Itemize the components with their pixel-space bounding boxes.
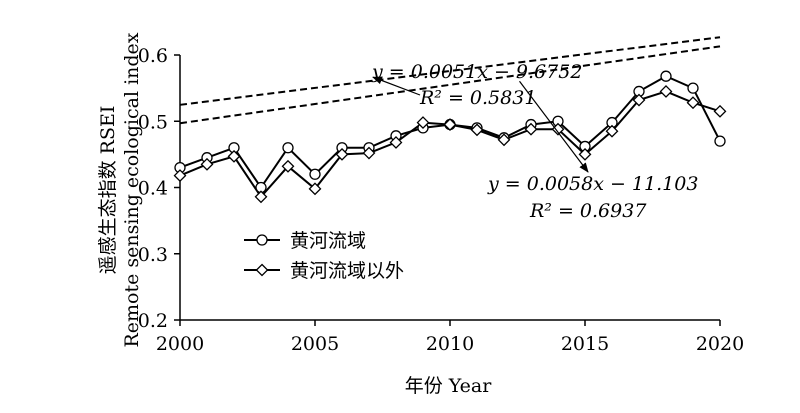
data-point-series-2 bbox=[524, 122, 538, 136]
data-point-series-1 bbox=[687, 82, 699, 94]
y-tick-label: 0.2 bbox=[138, 310, 168, 332]
y-tick-label: 0.5 bbox=[138, 111, 168, 133]
data-point-series-2 bbox=[308, 182, 322, 196]
data-point-series-2 bbox=[281, 159, 295, 173]
x-tick-label: 2000 bbox=[156, 333, 204, 355]
data-point-series-2 bbox=[686, 96, 700, 110]
data-point-series-2 bbox=[497, 133, 511, 147]
data-point-series-1 bbox=[309, 168, 321, 180]
data-point-series-2 bbox=[605, 124, 619, 138]
data-point-series-2 bbox=[254, 190, 268, 204]
trend-r2-2: R² = 0.6937 bbox=[529, 200, 647, 222]
data-point-series-2 bbox=[713, 104, 727, 118]
x-axis-title: 年份 Year bbox=[405, 375, 493, 397]
trend-arrow-1 bbox=[372, 76, 421, 96]
data-point-series-2 bbox=[416, 116, 430, 129]
data-point-series-2 bbox=[335, 147, 349, 161]
x-tick-label: 2005 bbox=[291, 333, 339, 355]
data-point-series-2 bbox=[362, 146, 376, 160]
y-tick-label: 0.3 bbox=[138, 244, 168, 266]
trend-equation-1: y = 0.0051x − 9.6752 bbox=[371, 61, 582, 83]
trend-equation-2: y = 0.0058x − 11.103 bbox=[487, 173, 698, 195]
trend-line-2 bbox=[179, 45, 721, 125]
data-point-series-2 bbox=[173, 169, 187, 182]
legend-label-1: 黄河流域 bbox=[290, 230, 366, 252]
data-point-series-2 bbox=[470, 123, 484, 137]
y-tick-label: 0.4 bbox=[138, 178, 168, 200]
data-point-series-1 bbox=[282, 142, 294, 154]
data-point-series-1 bbox=[660, 70, 672, 82]
data-point-series-2 bbox=[200, 157, 214, 171]
y-tick-label: 0.6 bbox=[138, 45, 168, 67]
x-tick-label: 2010 bbox=[426, 333, 474, 355]
data-point-series-2 bbox=[632, 93, 646, 107]
data-point-series-2 bbox=[227, 149, 241, 163]
data-point-series-2 bbox=[389, 136, 403, 149]
annotations: y = 0.0051x − 9.6752 R² = 0.5831 y = 0.005… bbox=[371, 61, 698, 222]
data-point-series-2 bbox=[443, 118, 457, 131]
x-tick-label: 2015 bbox=[561, 333, 609, 355]
legend-label-2: 黄河流域以外 bbox=[290, 260, 404, 282]
y-axis-title-chinese: 遥感生态指数 RSEI bbox=[97, 106, 119, 275]
y-axis-title-english: Remote sensing ecological index bbox=[121, 32, 143, 347]
trend-r2-1: R² = 0.5831 bbox=[419, 87, 536, 109]
markers bbox=[173, 70, 727, 204]
legend-marker-1 bbox=[256, 234, 268, 246]
axes: 0.2 0.3 0.4 0.5 0.6 2000 2005 2010 2015 2020 bbox=[138, 45, 744, 355]
data-point-series-2 bbox=[659, 85, 673, 98]
trend-arrow-2 bbox=[519, 80, 589, 173]
data-point-series-1 bbox=[714, 135, 726, 147]
x-tick-label: 2020 bbox=[696, 333, 744, 355]
trend-lines bbox=[179, 36, 721, 125]
data-point-series-2 bbox=[578, 147, 592, 161]
trend-line-1 bbox=[179, 36, 721, 106]
legend-marker-2 bbox=[255, 263, 269, 277]
